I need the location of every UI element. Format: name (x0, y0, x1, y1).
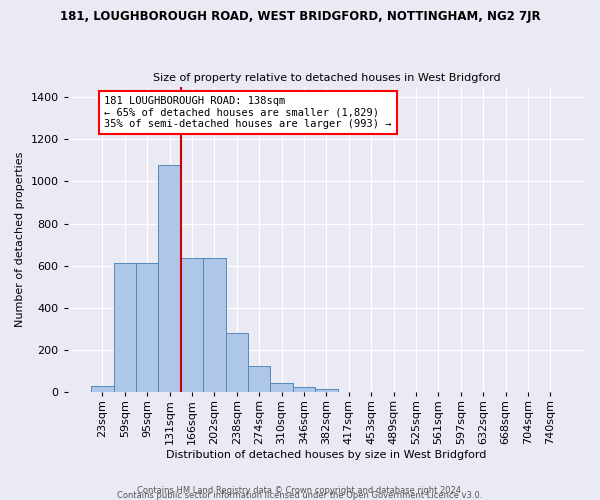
Text: 181 LOUGHBOROUGH ROAD: 138sqm
← 65% of detached houses are smaller (1,829)
35% o: 181 LOUGHBOROUGH ROAD: 138sqm ← 65% of d… (104, 96, 391, 129)
Bar (293, 387, 315, 392)
Bar (113, 262, 136, 392)
Text: Contains public sector information licensed under the Open Government Licence v3: Contains public sector information licen… (118, 491, 482, 500)
Text: Contains HM Land Registry data © Crown copyright and database right 2024.: Contains HM Land Registry data © Crown c… (137, 486, 463, 495)
Y-axis label: Number of detached properties: Number of detached properties (15, 152, 25, 327)
Bar (271, 383, 293, 392)
Bar (226, 334, 248, 392)
Bar (158, 164, 181, 392)
Bar (315, 389, 338, 392)
Bar (136, 262, 158, 392)
Text: 181, LOUGHBOROUGH ROAD, WEST BRIDGFORD, NOTTINGHAM, NG2 7JR: 181, LOUGHBOROUGH ROAD, WEST BRIDGFORD, … (59, 10, 541, 23)
Title: Size of property relative to detached houses in West Bridgford: Size of property relative to detached ho… (152, 73, 500, 83)
Bar (181, 258, 203, 392)
Bar (91, 386, 113, 392)
Bar (248, 366, 271, 392)
X-axis label: Distribution of detached houses by size in West Bridgford: Distribution of detached houses by size … (166, 450, 487, 460)
Bar (203, 258, 226, 392)
